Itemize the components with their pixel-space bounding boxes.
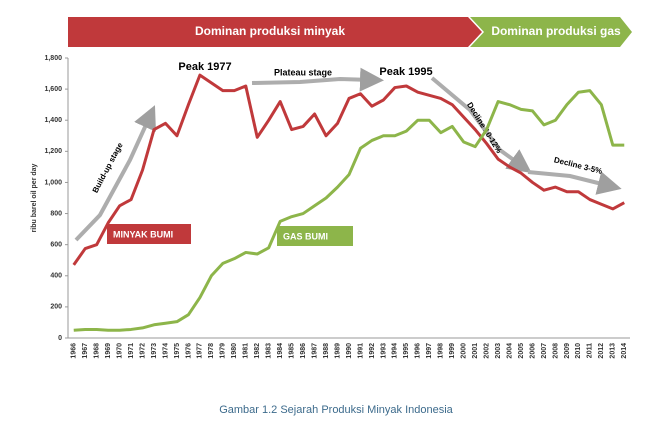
annotation: Peak 1995	[379, 66, 432, 78]
y-tick-label: 0	[58, 335, 62, 342]
x-tick-label: 2004	[506, 343, 513, 359]
y-tick-label: 400	[50, 273, 62, 280]
annotation: Decline 10-12%	[465, 101, 504, 155]
x-tick-label: 1969	[105, 343, 112, 359]
x-tick-label: 1986	[300, 343, 307, 359]
y-tick-label: 1,400	[44, 117, 62, 124]
x-tick-label: 2000	[461, 343, 468, 359]
x-tick-label: 2014	[621, 343, 628, 359]
x-tick-label: 1998	[438, 343, 445, 359]
y-tick-label: 1,000	[44, 179, 62, 186]
x-tick-label: 1966	[71, 343, 78, 359]
legend-box	[107, 224, 191, 244]
x-tick-label: 1991	[357, 343, 364, 359]
x-tick-label: 1992	[369, 343, 376, 359]
y-tick-label: 200	[50, 304, 62, 311]
x-tick-label: 1995	[403, 343, 410, 359]
x-tick-label: 1973	[151, 343, 158, 359]
x-tick-label: 2001	[472, 343, 479, 359]
annotation-arrows	[74, 67, 622, 242]
x-tick-label: 1993	[380, 343, 387, 359]
x-tick-label: 1985	[288, 343, 295, 359]
x-tick-label: 2002	[483, 343, 490, 359]
x-tick-label: 1972	[139, 343, 146, 359]
x-tick-label: 1990	[346, 343, 353, 359]
x-tick-label: 2005	[518, 343, 525, 359]
x-tick-label: 1980	[231, 343, 238, 359]
x-tick-label: 1983	[266, 343, 273, 359]
y-tick-label: 600	[50, 242, 62, 249]
legend-box	[277, 226, 353, 246]
x-tick-label: 1976	[185, 343, 192, 359]
x-tick-label: 1978	[208, 343, 215, 359]
x-tick-label: 1988	[323, 343, 330, 359]
x-tick-label: 1971	[128, 343, 135, 359]
banner-text: Dominan produksi minyak	[195, 24, 345, 38]
banner-gas	[470, 17, 632, 47]
x-tick-label: 1999	[449, 343, 456, 359]
x-tick-label: 1970	[116, 343, 123, 359]
x-tick-label: 1974	[162, 343, 169, 359]
banner-text: Dominan produksi gas	[491, 24, 621, 38]
x-tick-label: 1984	[277, 343, 284, 359]
y-tick-label: 1,600	[44, 86, 62, 93]
annotation: Build-up stage	[91, 141, 125, 195]
x-tick-label: 1968	[94, 343, 101, 359]
x-tick-label: 1975	[174, 343, 181, 359]
annotation: Plateau stage	[274, 67, 332, 77]
y-tick-label: 1,800	[44, 55, 62, 62]
y-tick-label: 800	[50, 210, 62, 217]
y-tick-label: 1,200	[44, 148, 62, 155]
x-tick-label: 1997	[426, 343, 433, 359]
x-tick-label: 2013	[610, 343, 617, 359]
x-tick-label: 1967	[82, 343, 89, 359]
series-line	[73, 89, 625, 332]
annotation: Peak 1977	[178, 61, 231, 73]
x-tick-label: 1981	[243, 343, 250, 359]
annotation: Decline 3-5%	[553, 155, 603, 176]
banner-oil	[68, 17, 482, 47]
x-tick-label: 2012	[598, 343, 605, 359]
x-tick-label: 2011	[587, 343, 594, 358]
caption: Gambar 1.2 Sejarah Produksi Minyak Indon…	[219, 404, 453, 416]
x-tick-label: 1982	[254, 343, 261, 359]
x-tick-label: 1979	[220, 343, 227, 359]
x-tick-label: 2003	[495, 343, 502, 359]
x-tick-label: 1987	[311, 343, 318, 359]
x-tick-label: 1977	[197, 343, 204, 359]
x-tick-label: 2009	[564, 343, 571, 359]
x-tick-label: 1989	[334, 343, 341, 359]
x-tick-label: 2010	[575, 343, 582, 359]
x-tick-label: 2006	[529, 343, 536, 359]
y-axis-label: ribu barel oil per day	[31, 163, 38, 232]
series-line	[72, 73, 625, 266]
x-tick-label: 1996	[415, 343, 422, 359]
legend-label: MINYAK BUMI	[113, 229, 173, 239]
x-tick-label: 2008	[552, 343, 559, 359]
legend-label: GAS BUMI	[283, 231, 328, 241]
x-tick-label: 2007	[541, 343, 548, 359]
x-tick-label: 1994	[392, 343, 399, 359]
